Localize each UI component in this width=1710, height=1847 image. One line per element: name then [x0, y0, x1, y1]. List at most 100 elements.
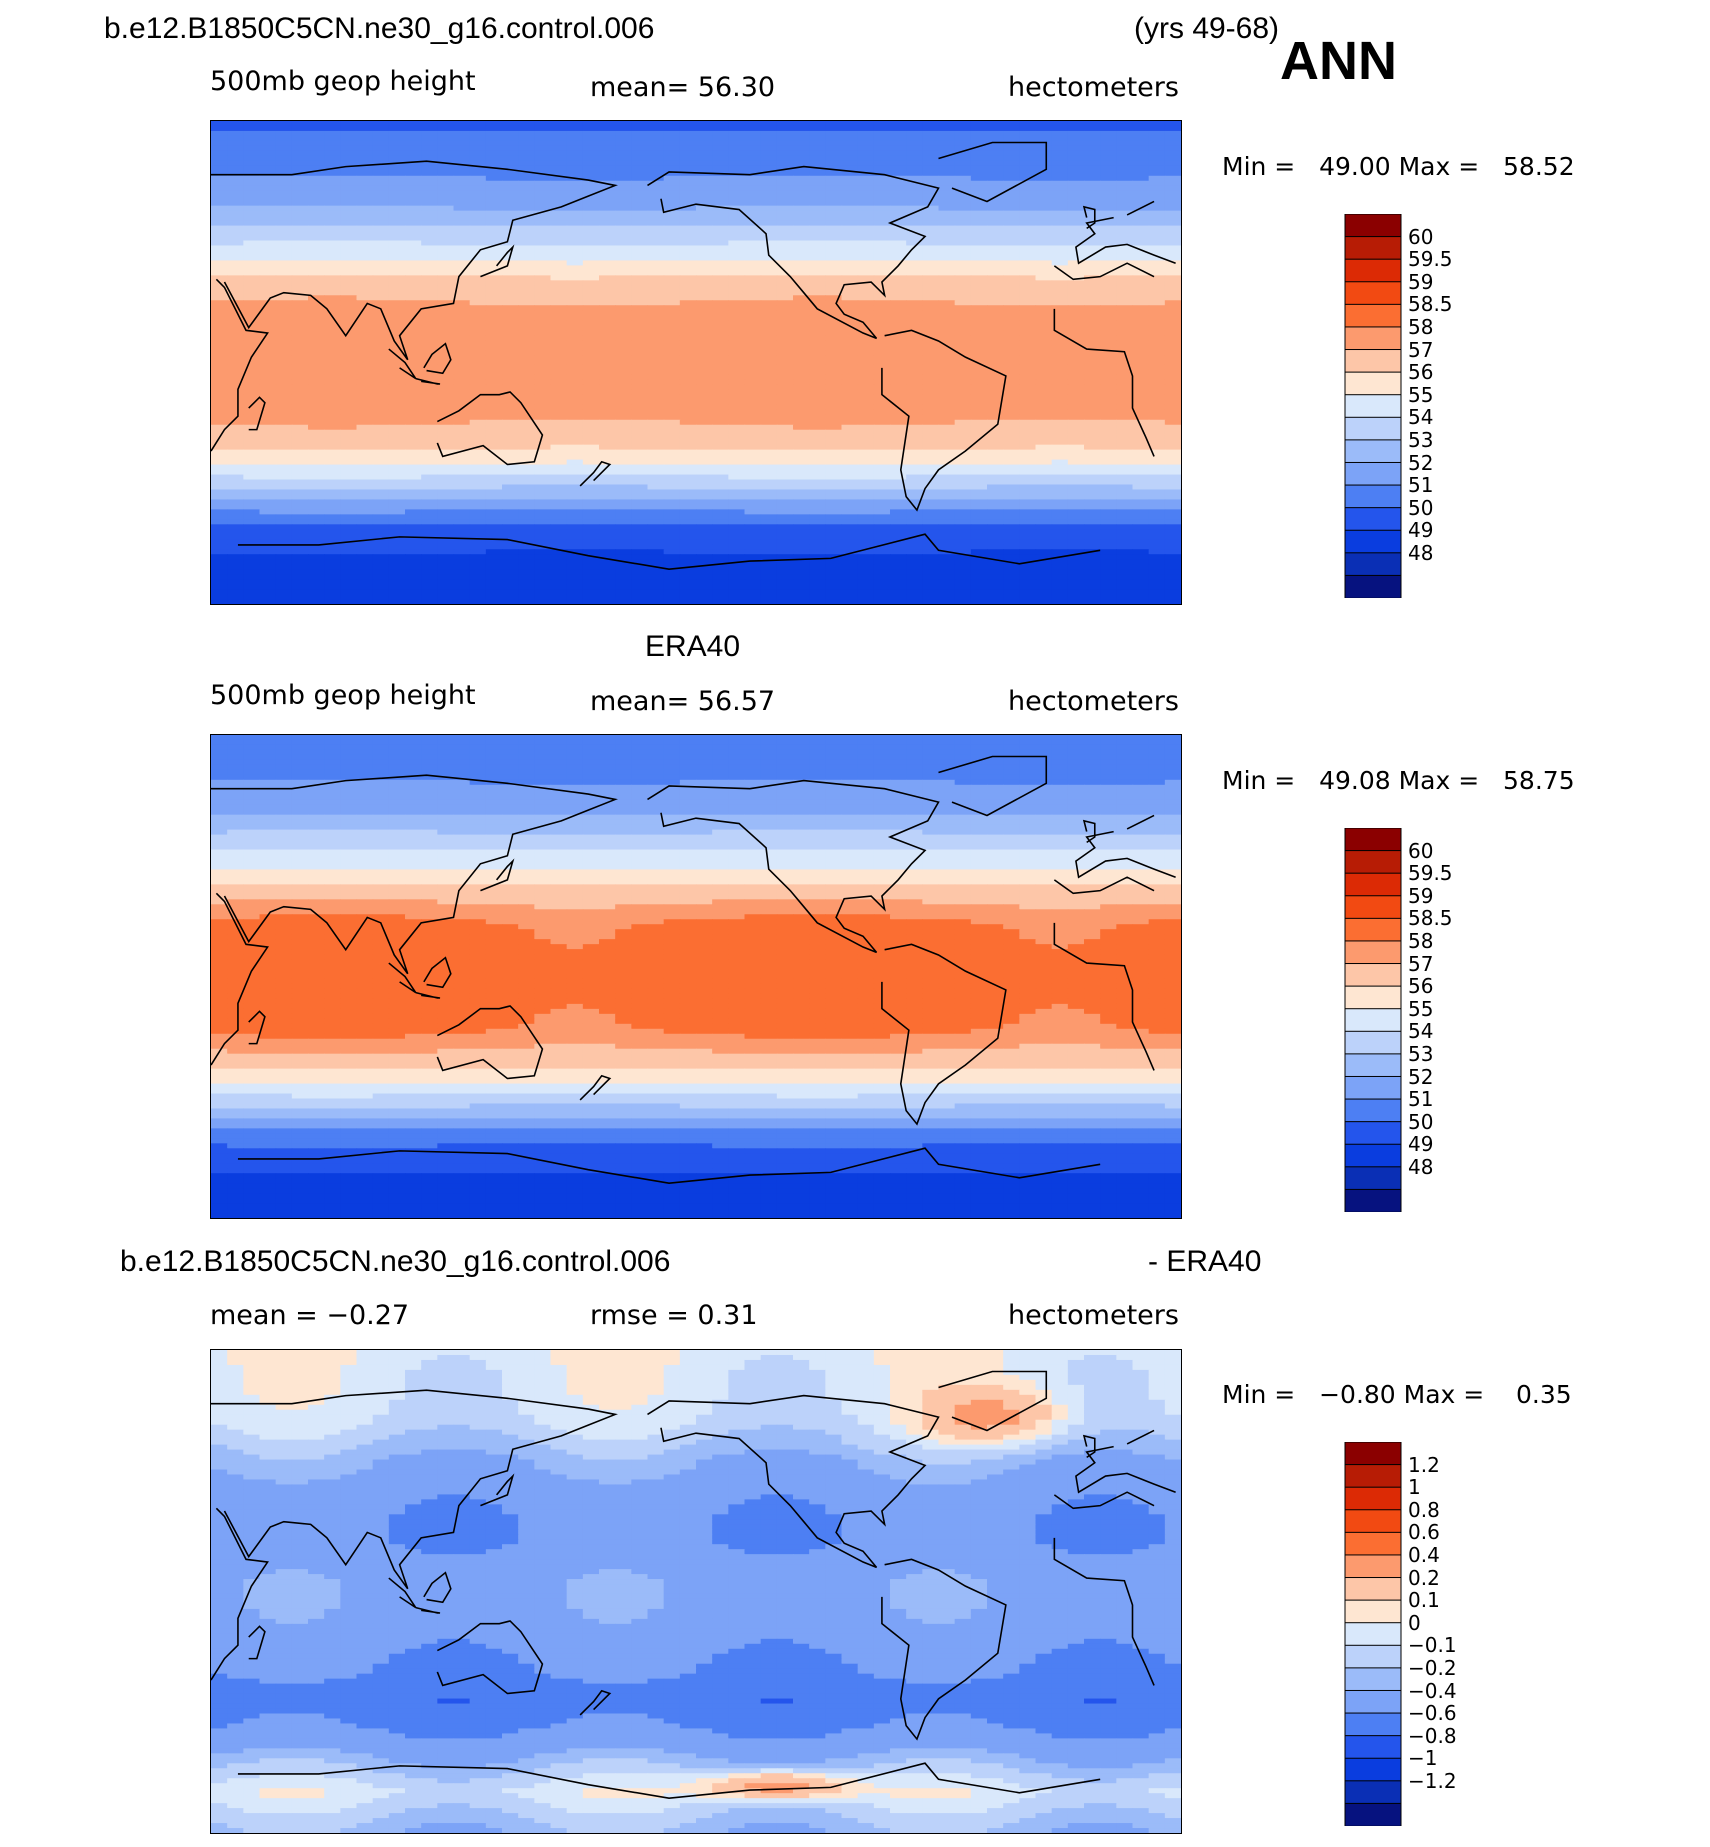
map-cell	[1019, 280, 1037, 286]
map-cell	[1003, 300, 1020, 306]
map-cell	[954, 155, 972, 162]
map-cell	[663, 295, 681, 301]
map-cell	[469, 265, 487, 271]
map-cell	[1051, 300, 1069, 306]
map-cell	[1164, 424, 1181, 431]
map-cell	[906, 225, 923, 232]
map-cell	[1067, 265, 1085, 271]
map-cell	[841, 225, 859, 232]
map-cell	[518, 389, 535, 396]
map-cell	[227, 379, 244, 386]
map-cell	[1084, 335, 1101, 341]
map-cell	[760, 230, 778, 237]
map-cell	[566, 285, 584, 291]
map-cell	[954, 240, 972, 247]
map-cell	[744, 369, 762, 376]
map-cell	[663, 140, 681, 147]
map-cell	[857, 205, 875, 212]
map-cell	[809, 360, 826, 366]
map-cell	[1084, 225, 1101, 232]
map-cell	[437, 275, 455, 281]
map-cell	[809, 414, 826, 421]
map-cell	[1051, 255, 1069, 262]
map-cell	[502, 345, 519, 351]
map-cell	[1132, 469, 1150, 476]
map-cell	[1100, 459, 1117, 466]
map-cell	[922, 399, 940, 406]
map-cell	[728, 389, 746, 396]
map-cell	[631, 240, 649, 247]
map-cell	[857, 345, 875, 351]
map-cell	[987, 384, 1004, 391]
map-cell	[663, 489, 681, 496]
map-cell	[631, 195, 649, 202]
map-cell	[1100, 469, 1117, 476]
map-cell	[227, 345, 244, 351]
map-cell	[469, 384, 487, 391]
map-cell	[566, 379, 584, 386]
map-cell	[938, 285, 956, 291]
map-cell	[1164, 205, 1181, 212]
map-cell	[243, 240, 261, 247]
map-cell	[421, 160, 438, 167]
map-cell	[890, 444, 907, 451]
map-cell	[696, 404, 713, 411]
map-cell	[1100, 340, 1117, 346]
map-cell	[1132, 519, 1150, 525]
map-cell	[1164, 439, 1181, 446]
map-cell	[356, 310, 374, 316]
map-cell	[291, 250, 309, 257]
map-cell	[599, 190, 616, 197]
map-cell	[987, 320, 1004, 326]
map-cell	[1019, 165, 1037, 172]
map-cell	[453, 474, 471, 481]
map-cell	[485, 225, 503, 232]
map-cell	[922, 275, 940, 281]
map-cell	[1035, 404, 1053, 411]
map-cell	[1051, 504, 1069, 510]
map-cell	[421, 474, 438, 481]
map-cell	[1084, 345, 1101, 351]
map-cell	[631, 519, 649, 525]
map-cell	[906, 509, 923, 515]
map-cell	[712, 494, 729, 501]
map-cell	[970, 394, 988, 401]
map-cell	[405, 285, 422, 291]
map-cell	[1067, 384, 1085, 391]
map-cell	[647, 335, 665, 341]
map-cell	[970, 335, 988, 341]
map-cell	[712, 305, 729, 311]
map-cell	[243, 424, 261, 431]
map-cell	[1132, 345, 1150, 351]
map-cell	[906, 464, 923, 471]
map-cell	[970, 419, 988, 426]
map-cell	[324, 459, 341, 466]
map-cell	[227, 320, 244, 326]
map-cell	[987, 399, 1004, 406]
map-cell	[356, 130, 374, 137]
map-cell	[679, 320, 697, 326]
map-cell	[663, 230, 681, 237]
map-cell	[1100, 315, 1117, 321]
map-cell	[1035, 469, 1053, 476]
map-cell	[211, 175, 228, 182]
map-cell	[825, 509, 843, 515]
map-cell	[518, 360, 535, 366]
map-cell	[582, 295, 600, 301]
map-cell	[987, 325, 1004, 331]
map-cell	[340, 469, 358, 476]
map-cell	[1067, 529, 1085, 535]
map-cell	[631, 404, 649, 411]
panel1-variable: 500mb geop height	[210, 66, 476, 97]
map-cell	[566, 439, 584, 446]
map-cell	[1035, 310, 1053, 316]
map-cell	[405, 165, 422, 172]
map-cell	[760, 180, 778, 187]
map-cell	[663, 160, 681, 167]
map-cell	[728, 379, 746, 386]
map-cell	[760, 340, 778, 346]
map-cell	[922, 419, 940, 426]
map-cell	[776, 140, 794, 147]
map-cell	[534, 280, 552, 286]
map-cell	[453, 429, 471, 436]
